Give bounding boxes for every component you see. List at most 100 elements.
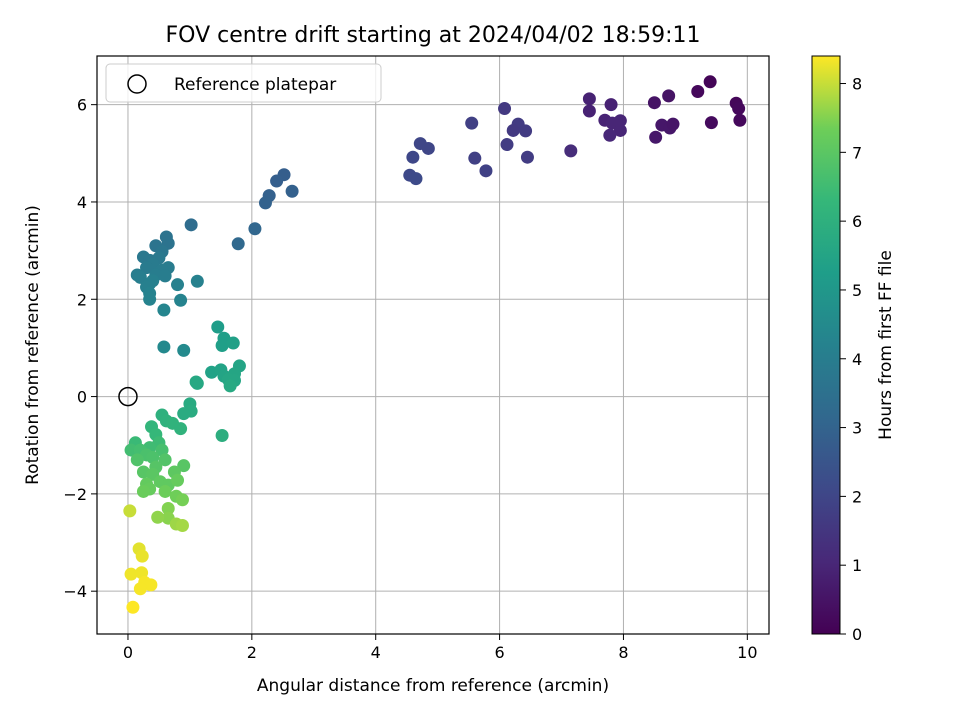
scatter-point — [231, 237, 245, 251]
scatter-point — [140, 261, 154, 275]
y-tick-label: 4 — [77, 193, 87, 212]
scatter-point — [500, 138, 514, 152]
scatter-point — [215, 338, 229, 352]
colorbar-tick-label: 7 — [852, 143, 862, 162]
scatter-point — [190, 274, 204, 288]
scatter-point — [649, 130, 663, 144]
scatter-point — [666, 117, 680, 131]
scatter-point — [174, 422, 188, 436]
x-tick-label: 2 — [247, 643, 257, 662]
x-tick-label: 6 — [494, 643, 504, 662]
scatter-point — [158, 484, 172, 498]
colorbar-tick-label: 2 — [852, 487, 862, 506]
scatter-point — [124, 443, 138, 457]
scatter-point — [613, 114, 627, 128]
scatter-point — [151, 510, 165, 524]
scatter-point — [564, 144, 578, 158]
colorbar-tick-label: 5 — [852, 281, 862, 300]
legend-marker — [127, 74, 147, 94]
scatter-point — [123, 504, 137, 518]
scatter-point — [190, 376, 204, 390]
scatter-point — [177, 459, 191, 473]
data-points — [123, 75, 747, 614]
x-tick-label: 10 — [737, 643, 757, 662]
scatter-point — [161, 501, 175, 515]
scatter-point — [177, 343, 191, 357]
y-tick-label: 2 — [77, 290, 87, 309]
scatter-point — [158, 269, 172, 283]
scatter-point — [158, 453, 172, 467]
scatter-point — [703, 75, 717, 89]
colorbar-gradient — [811, 55, 841, 635]
y-tick-label: 6 — [77, 96, 87, 115]
scatter-point — [136, 484, 150, 498]
scatter-point — [613, 123, 627, 137]
scatter-point — [124, 567, 138, 581]
scatter-point — [175, 493, 189, 507]
scatter-point — [733, 113, 747, 127]
scatter-point — [604, 98, 618, 112]
scatter-point — [662, 89, 676, 103]
colorbar: 0 1 2 3 4 5 6 7 8 Hours from first FF file — [811, 55, 896, 644]
colorbar-tick-label: 1 — [852, 556, 862, 575]
scatter-point — [582, 104, 596, 118]
scatter-point — [465, 116, 479, 130]
x-axis-label: Angular distance from reference (arcmin) — [257, 676, 609, 696]
y-tick-label: −4 — [63, 582, 87, 601]
scatter-point — [506, 123, 520, 137]
colorbar-ticks: 0 1 2 3 4 5 6 7 8 — [840, 75, 862, 644]
scatter-point — [157, 303, 171, 317]
scatter-point — [258, 196, 272, 210]
scatter-point — [126, 600, 140, 614]
scatter-point — [285, 184, 299, 198]
scatter-point — [223, 379, 237, 393]
scatter-point — [171, 473, 185, 487]
legend-box — [105, 63, 382, 103]
reference-marker — [118, 386, 138, 407]
scatter-point — [184, 218, 198, 232]
scatter-point — [133, 270, 147, 284]
scatter-point — [130, 453, 144, 467]
colorbar-tick-label: 0 — [852, 625, 862, 644]
scatter-point — [248, 222, 262, 236]
scatter-point — [603, 128, 617, 142]
y-axis-ticks: −4 −2 0 2 4 6 — [63, 96, 97, 601]
scatter-point — [519, 124, 533, 138]
plot-frame — [96, 55, 770, 635]
scatter-point — [421, 141, 435, 155]
scatter-point — [143, 292, 157, 306]
x-axis-ticks: 0 2 4 6 8 10 — [123, 634, 758, 662]
scatter-point — [479, 164, 493, 178]
grid-lines — [97, 56, 769, 634]
scatter-point — [144, 578, 158, 592]
scatter-point — [175, 519, 189, 533]
scatter-point — [226, 336, 240, 350]
scatter-point — [133, 582, 147, 596]
y-tick-label: −2 — [63, 485, 87, 504]
scatter-point — [409, 172, 423, 186]
scatter-point — [704, 116, 718, 130]
scatter-point — [406, 150, 420, 164]
x-tick-label: 0 — [123, 643, 133, 662]
scatter-point — [732, 102, 746, 116]
scatter-point — [171, 278, 185, 292]
legend-entry: Reference platepar — [174, 75, 336, 95]
x-tick-label: 8 — [618, 643, 628, 662]
colorbar-label: Hours from first FF file — [876, 250, 896, 440]
scatter-point — [211, 320, 225, 334]
scatter-point — [647, 96, 661, 110]
scatter-point — [520, 150, 534, 164]
scatter-point — [157, 340, 171, 354]
scatter-point — [215, 428, 229, 442]
colorbar-tick-label: 6 — [852, 212, 862, 231]
scatter-point — [468, 151, 482, 165]
scatter-point — [270, 174, 284, 188]
x-tick-label: 4 — [371, 643, 381, 662]
scatter-point — [582, 92, 596, 106]
y-axis-label: Rotation from reference (arcmin) — [23, 205, 43, 485]
colorbar-tick-label: 8 — [852, 75, 862, 94]
scatter-point — [174, 293, 188, 307]
scatter-point — [135, 549, 149, 563]
chart-title: FOV centre drift starting at 2024/04/02 … — [166, 23, 701, 48]
